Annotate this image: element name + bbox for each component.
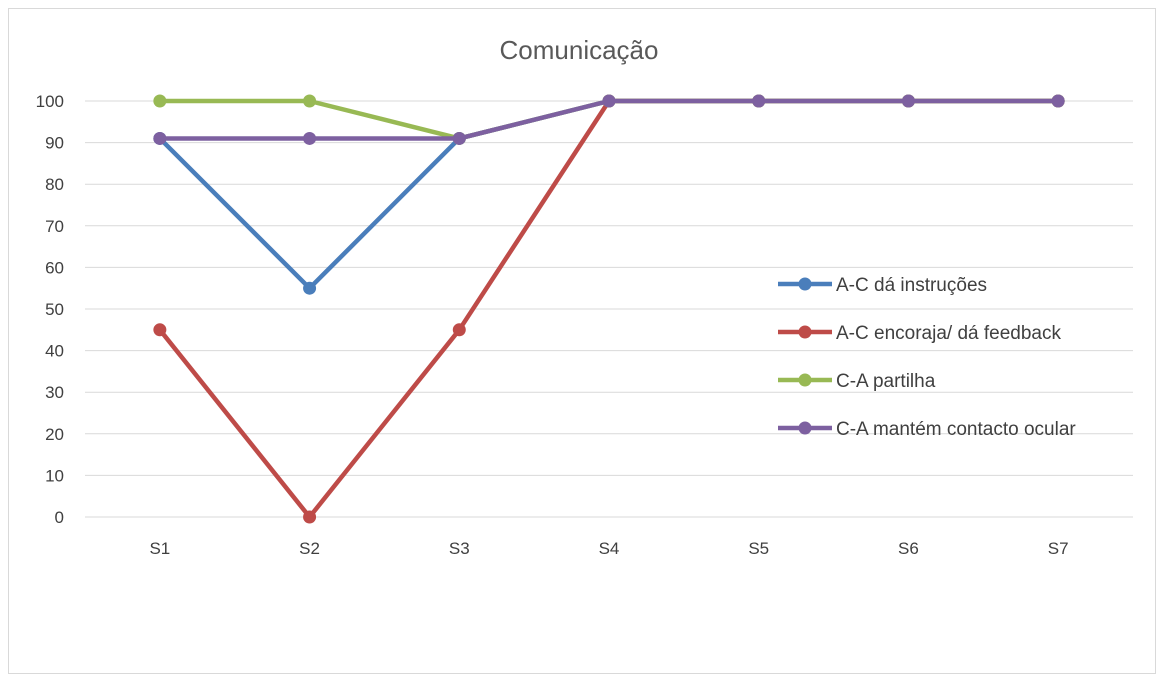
chart-frame [8, 8, 1156, 674]
chart-title: Comunicação [500, 35, 659, 65]
x-tick-label: S7 [1048, 539, 1069, 558]
data-point [452, 131, 466, 145]
legend-label: C-A partilha [836, 371, 936, 392]
y-tick-label: 60 [45, 258, 64, 277]
legend-label: A-C dá instruções [836, 275, 987, 296]
y-tick-label: 90 [45, 134, 64, 153]
x-tick-label: S3 [449, 539, 470, 558]
x-tick-label: S6 [898, 539, 919, 558]
data-point [153, 131, 167, 145]
data-point [303, 94, 317, 108]
y-tick-label: 30 [45, 383, 64, 402]
x-tick-label: S1 [149, 539, 170, 558]
y-tick-label: 20 [45, 425, 64, 444]
series-1 [153, 94, 1065, 295]
y-tick-label: 70 [45, 217, 64, 236]
x-tick-label: S5 [748, 539, 769, 558]
legend-swatch-marker [798, 373, 812, 387]
x-tick-label: S4 [599, 539, 620, 558]
legend-swatch-marker [798, 277, 812, 291]
gridlines [85, 100, 1133, 518]
y-tick-label: 0 [55, 508, 64, 527]
data-point [303, 131, 317, 145]
y-tick-label: 50 [45, 300, 64, 319]
data-point [153, 94, 167, 108]
x-axis-ticks: S1 S2 S3 S4 S5 S6 S7 [149, 539, 1068, 558]
x-tick-label: S2 [299, 539, 320, 558]
legend-item: A-C dá instruções [778, 275, 987, 296]
legend-item: C-A partilha [778, 371, 936, 392]
y-tick-label: 100 [36, 92, 64, 111]
data-point [1051, 94, 1065, 108]
y-axis-ticks: 0 10 20 30 40 50 60 70 80 90 100 [36, 92, 64, 527]
y-tick-label: 40 [45, 342, 64, 361]
series-4 [153, 94, 1065, 145]
legend-swatch-marker [798, 325, 812, 339]
series-line [157, 98, 1061, 291]
data-point [752, 94, 766, 108]
data-point [452, 323, 466, 337]
y-tick-label: 80 [45, 175, 64, 194]
legend-label: C-A mantém contacto ocular [836, 419, 1076, 440]
data-point [901, 94, 915, 108]
data-point [303, 281, 317, 295]
legend: A-C dá instruções A-C encoraja/ dá feedba… [778, 275, 1076, 440]
legend-swatch-marker [798, 421, 812, 435]
series-group [153, 94, 1065, 524]
legend-item: C-A mantém contacto ocular [778, 419, 1076, 440]
legend-label: A-C encoraja/ dá feedback [836, 323, 1061, 344]
data-point [153, 323, 167, 337]
data-point [602, 94, 616, 108]
y-tick-label: 10 [45, 466, 64, 485]
data-point [303, 510, 317, 524]
legend-item: A-C encoraja/ dá feedback [778, 323, 1061, 344]
